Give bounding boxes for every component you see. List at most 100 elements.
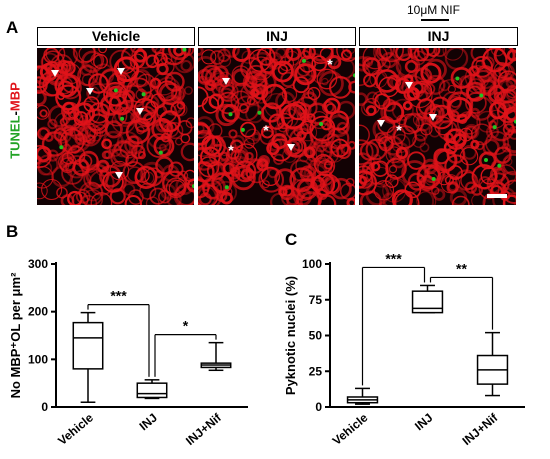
box-iqr [72, 321, 104, 370]
mbp-cell [481, 56, 495, 70]
mbp-cell [277, 122, 288, 133]
mbp-cell [59, 117, 68, 127]
mbp-cell [79, 195, 98, 205]
micrograph-inj-image: * * * [198, 48, 355, 205]
mbp-cell [303, 162, 329, 189]
y-tick-label: 0 [41, 400, 48, 414]
arrowhead-marker [117, 68, 125, 75]
x-category-label: INJ [137, 411, 160, 434]
chart-b: 0 100 200 300 No MBP⁺OL per μm² Vehicle INJ INJ… [8, 257, 248, 448]
mbp-label: MBP [7, 82, 23, 112]
mbp-cell [245, 159, 269, 184]
mbp-cell [149, 77, 162, 89]
mbp-cell [370, 161, 381, 172]
mbp-cell [490, 48, 506, 57]
asterisk-marker: * [327, 56, 333, 72]
mbp-cell [251, 131, 262, 142]
mbp-cell [158, 143, 167, 152]
mbp-cell [88, 102, 110, 124]
mbp-cell [252, 84, 269, 100]
mbp-cell [327, 55, 342, 70]
mbp-cell [320, 133, 342, 154]
mbp-cell [145, 100, 159, 115]
nif-treatment-bar [421, 19, 449, 21]
mbp-cell [293, 187, 312, 205]
mbp-cell [275, 91, 296, 112]
mbp-cell [282, 185, 293, 197]
mbp-cell [234, 160, 257, 183]
mbp-cell [443, 140, 458, 155]
mbp-cell [183, 169, 194, 182]
y-tick-label: 200 [28, 305, 48, 319]
mbp-cell [395, 48, 413, 62]
mbp-cell [470, 48, 489, 63]
mbp-cell [264, 92, 290, 119]
sig-label: *** [385, 250, 402, 266]
sig-label: ** [456, 260, 467, 276]
mbp-cell [78, 115, 89, 125]
arrowhead-marker [287, 144, 295, 151]
mbp-cell [380, 58, 402, 80]
tunel-nucleus [319, 122, 323, 126]
y-tick-label: 50 [309, 329, 323, 343]
micrograph-vehicle-image [37, 48, 194, 205]
mbp-cell [39, 109, 48, 118]
mbp-cell [256, 48, 276, 66]
mbp-cell [130, 144, 146, 160]
mbp-cell [240, 56, 264, 80]
mbp-cell [292, 76, 310, 94]
tunel-nucleus [514, 119, 516, 124]
mbp-cell [109, 86, 122, 99]
mbp-cell [460, 147, 479, 166]
header-inj: INJ [198, 27, 356, 46]
mbp-cell [455, 169, 477, 191]
mbp-cell [488, 120, 497, 129]
mbp-cell [245, 151, 254, 161]
mbp-cell [359, 139, 374, 166]
mbp-cell [223, 48, 240, 58]
mbp-cell [218, 54, 232, 68]
tunel-nucleus [497, 163, 502, 168]
mbp-cell [359, 175, 368, 185]
mbp-cell [476, 110, 499, 133]
mbp-cell [320, 174, 340, 194]
mbp-cell [102, 130, 124, 152]
mbp-cell [431, 186, 440, 196]
mbp-cell [204, 67, 225, 88]
tunel-nucleus [455, 76, 460, 81]
mbp-cell [202, 182, 211, 192]
mbp-cell [336, 48, 355, 62]
mbp-cell [489, 166, 506, 183]
mbp-cell [359, 92, 368, 106]
mbp-cell [37, 182, 48, 200]
asterisk-marker: * [228, 142, 234, 158]
micrograph-inj-nif: * [359, 48, 516, 205]
mbp-cell [502, 128, 516, 154]
mbp-cell [261, 180, 270, 189]
mbp-cell [234, 143, 258, 167]
mbp-cell [88, 113, 109, 134]
mbp-cell [141, 95, 160, 113]
mbp-cell [276, 112, 294, 130]
mbp-cell [124, 195, 142, 205]
tunel-nucleus [240, 127, 245, 132]
mbp-cell [199, 192, 212, 205]
mbp-cell [250, 88, 260, 98]
mbp-cell [175, 182, 194, 205]
mbp-cell [101, 150, 111, 160]
mbp-cell [245, 104, 265, 124]
mbp-cell [442, 48, 464, 61]
mbp-cell [53, 127, 68, 142]
mbp-cell [158, 82, 182, 106]
mbp-cell [222, 156, 245, 180]
mbp-cell [403, 74, 414, 84]
mbp-cell [434, 148, 458, 172]
mbp-cell [341, 49, 352, 61]
mbp-cell [423, 166, 440, 184]
tunel-nucleus [192, 184, 194, 189]
mbp-cell [44, 132, 54, 143]
mbp-cell [273, 153, 285, 165]
mbp-cell [268, 113, 286, 130]
mbp-cell [378, 76, 400, 98]
mbp-cell [249, 80, 273, 104]
